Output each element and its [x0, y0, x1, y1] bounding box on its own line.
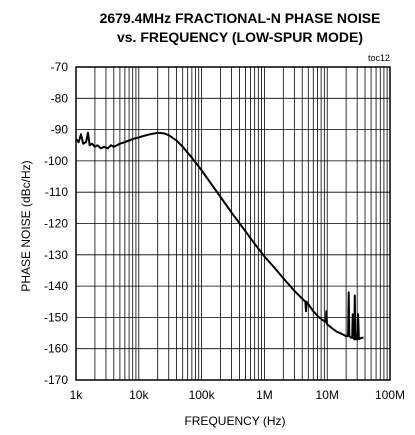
- y-tick-label: -170: [44, 373, 68, 387]
- chart-title-line-1: 2679.4MHz FRACTIONAL-N PHASE NOISE: [100, 10, 381, 26]
- y-tick-label: -120: [44, 217, 68, 231]
- phase-noise-line: [75, 131, 364, 341]
- y-tick-label: -80: [51, 91, 69, 105]
- x-tick-label: 10M: [316, 388, 339, 402]
- x-tick-label: 10k: [129, 388, 149, 402]
- y-tick-label: -160: [44, 342, 68, 356]
- y-axis-label: PHASE NOISE (dBc/Hz): [19, 160, 33, 291]
- y-tick-label: -150: [44, 310, 68, 324]
- tick-labels: 1k 10k 100k 1M 10M 100M -70 -80 -90 -100 -110 -120 -…: [44, 60, 405, 402]
- y-tick-label: -90: [51, 123, 69, 137]
- y-tick-label: -70: [51, 60, 69, 74]
- plot-frame: [75, 66, 391, 381]
- x-tick-label: 1M: [256, 388, 273, 402]
- x-tick-label: 100k: [189, 388, 216, 402]
- chart-title-line-2: vs. FREQUENCY (LOW-SPUR MODE): [117, 29, 363, 45]
- chart-tag: toc12: [368, 53, 390, 63]
- y-tick-label: -110: [45, 185, 68, 199]
- x-tick-label: 1k: [70, 388, 84, 402]
- y-tick-label: -140: [44, 279, 68, 293]
- y-tick-label: -100: [44, 154, 68, 168]
- grid: [76, 67, 390, 380]
- x-axis-label: FREQUENCY (Hz): [184, 414, 285, 428]
- x-tick-label: 100M: [375, 388, 405, 402]
- y-tick-label: -130: [44, 248, 68, 262]
